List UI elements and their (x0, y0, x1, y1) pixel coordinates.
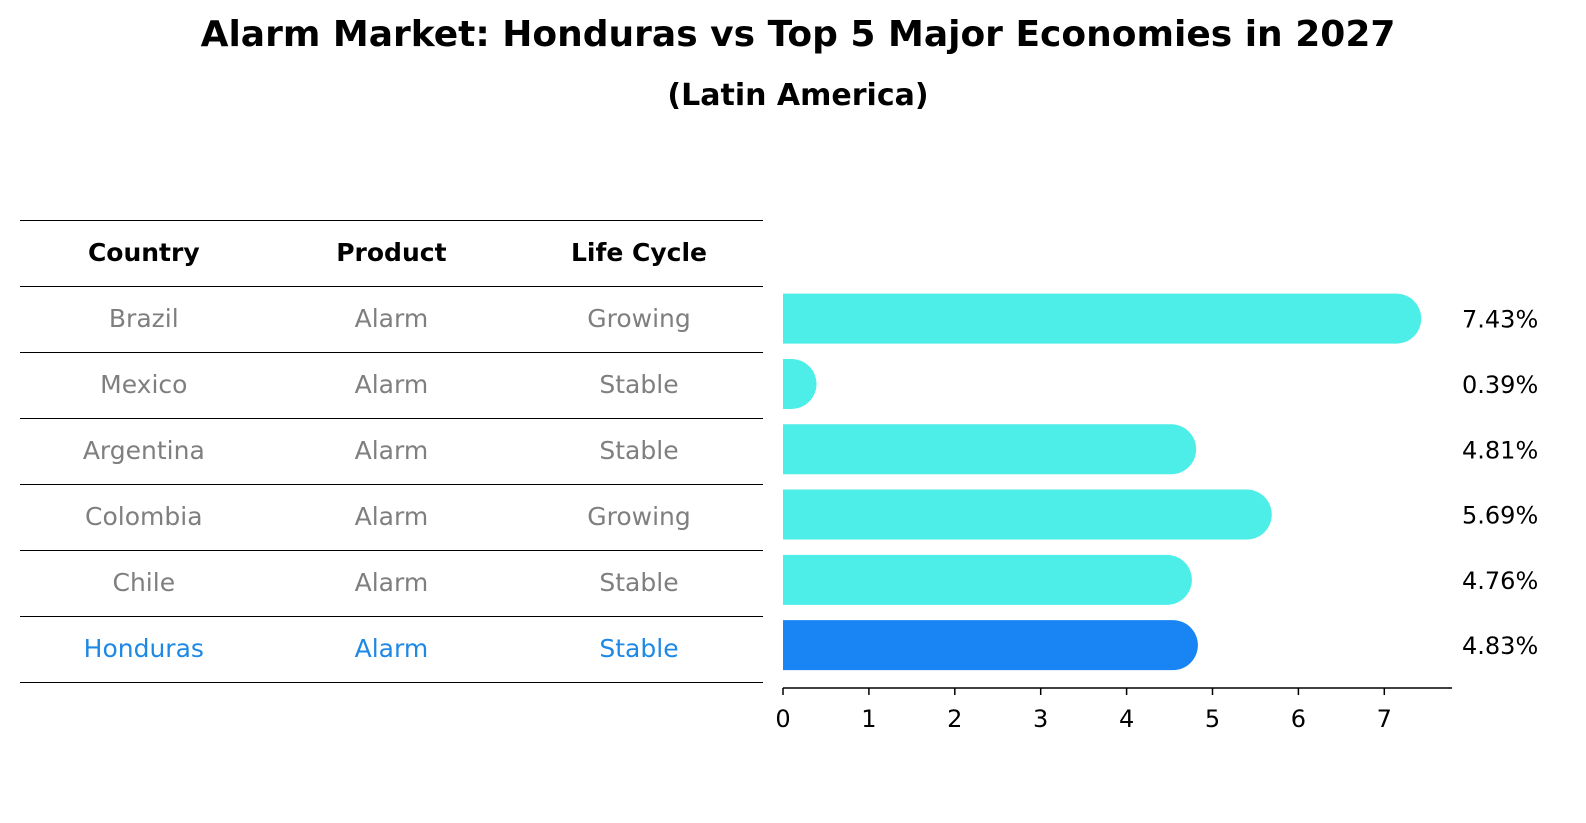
product-cell: Alarm (354, 304, 429, 333)
bar-mexico (783, 358, 817, 409)
value-label: 5.69% (1462, 502, 1538, 530)
bar-honduras (783, 620, 1198, 671)
x-tick-label: 7 (1377, 705, 1392, 733)
value-label: 4.81% (1462, 436, 1538, 464)
life-cycle-cell: Stable (599, 436, 679, 465)
value-label: 4.76% (1462, 567, 1538, 595)
table-row: Colombia Alarm Growing (20, 484, 763, 550)
bar-chile (783, 554, 1192, 605)
x-tick-label: 5 (1205, 705, 1220, 733)
table-row: Mexico Alarm Stable (20, 352, 763, 418)
table-row: Brazil Alarm Growing (20, 286, 763, 352)
table-row-highlighted: Honduras Alarm Stable (20, 616, 763, 683)
x-tick-label: 3 (1033, 705, 1048, 733)
country-cell: Argentina (82, 436, 205, 465)
product-cell: Alarm (354, 502, 429, 531)
chart-subtitle: (Latin America) (667, 78, 929, 113)
country-cell: Honduras (83, 634, 204, 663)
header-life-cycle: Life Cycle (570, 238, 707, 267)
x-tick-label: 6 (1291, 705, 1306, 733)
country-cell: Brazil (108, 304, 179, 333)
table-header-row: Country Product Life Cycle (20, 220, 763, 286)
header-country: Country (87, 238, 200, 267)
life-cycle-cell: Stable (599, 634, 679, 663)
life-cycle-cell: Stable (599, 568, 679, 597)
product-cell: Alarm (354, 634, 429, 663)
value-label: 7.43% (1462, 306, 1538, 334)
bar-brazil (783, 293, 1422, 344)
x-tick-label: 1 (861, 705, 876, 733)
product-cell: Alarm (354, 370, 429, 399)
header-product: Product (336, 238, 447, 267)
x-tick-label: 0 (775, 705, 790, 733)
country-cell: Colombia (85, 502, 203, 531)
life-cycle-cell: Growing (587, 502, 691, 531)
x-tick-label: 4 (1119, 705, 1134, 733)
product-cell: Alarm (354, 568, 429, 597)
product-cell: Alarm (354, 436, 429, 465)
value-label: 0.39% (1462, 371, 1538, 399)
value-label: 4.83% (1462, 632, 1538, 660)
life-cycle-cell: Stable (599, 370, 679, 399)
bar-colombia (783, 489, 1272, 540)
life-cycle-cell: Growing (587, 304, 691, 333)
country-table: Country Product Life Cycle Brazil Alarm … (20, 220, 763, 683)
chart-title: Alarm Market: Honduras vs Top 5 Major Ec… (200, 14, 1396, 55)
table-row: Chile Alarm Stable (20, 550, 763, 616)
table-row: Argentina Alarm Stable (20, 418, 763, 484)
country-cell: Chile (112, 568, 176, 597)
x-tick-label: 2 (947, 705, 962, 733)
bar-argentina (783, 424, 1197, 475)
country-cell: Mexico (100, 370, 188, 399)
